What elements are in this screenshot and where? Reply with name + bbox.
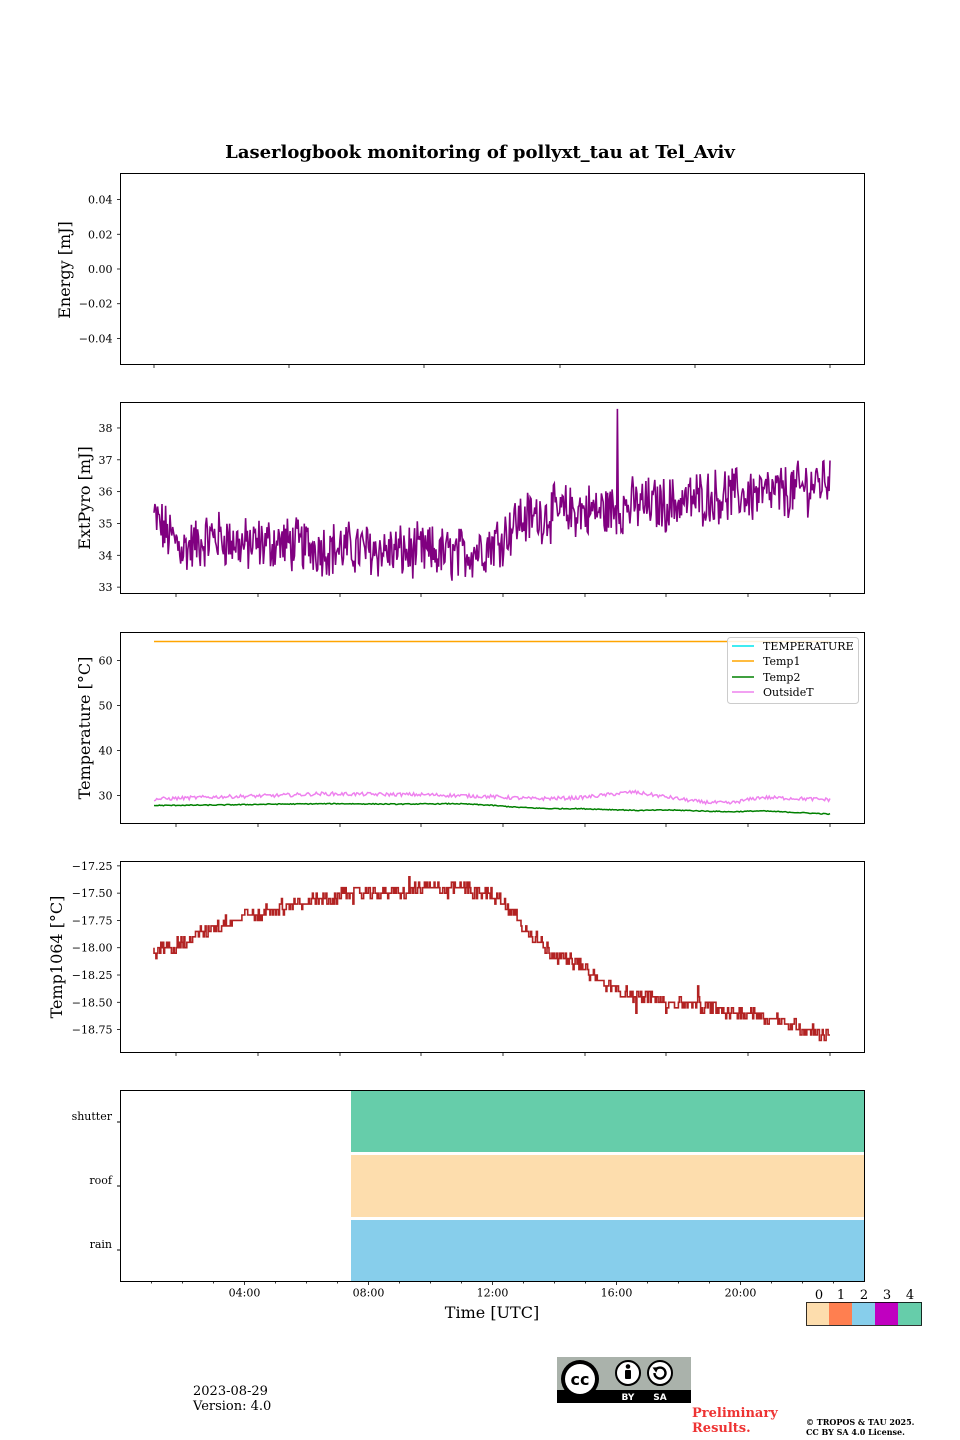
colorbar-swatch-1 xyxy=(829,1302,852,1325)
energy-x-ticks xyxy=(153,364,831,368)
badge-by-label: BY xyxy=(622,1393,635,1403)
figure-title: Laserlogbook monitoring of pollyxt_tau a… xyxy=(225,142,735,163)
footer-date: 2023-08-29 xyxy=(193,1384,268,1399)
footer-version: Version: 4.0 xyxy=(193,1399,272,1414)
legend-label-temperature: TEMPERATURE xyxy=(763,640,854,653)
cc-icon: cc xyxy=(561,1360,599,1398)
copyright-line-1: © TROPOS & TAU 2025. xyxy=(806,1417,915,1427)
status-row-label-rain: rain xyxy=(90,1238,112,1251)
y-tick-label: −18.00 xyxy=(72,942,113,955)
svg-text:cc: cc xyxy=(571,1370,590,1389)
y-tick-label: −17.75 xyxy=(72,914,113,927)
cc-by-sa-badge: cc BY SA xyxy=(557,1357,691,1403)
status-segment-roof xyxy=(351,1155,864,1217)
copyright-line-2: CC BY SA 4.0 License. xyxy=(806,1427,905,1437)
x-tick-label: 20:00 xyxy=(725,1287,757,1300)
y-tick-label: −17.50 xyxy=(72,887,113,900)
y-tick-label: −17.25 xyxy=(72,860,113,873)
y-tick-label: 34 xyxy=(99,549,113,562)
x-tick-label: 08:00 xyxy=(353,1287,385,1300)
temp1064-ylabel: Temp1064 [°C] xyxy=(47,896,66,1019)
y-tick-label: 30 xyxy=(99,790,113,803)
extpyro-plot-frame xyxy=(120,402,865,594)
extpyro-series-line xyxy=(153,408,831,581)
colorbar-frame xyxy=(806,1302,922,1326)
colorbar-tick-0: 0 xyxy=(815,1288,823,1303)
legend-box xyxy=(727,637,859,704)
y-tick-label: −0.04 xyxy=(79,332,113,345)
energy-plot-frame xyxy=(120,173,865,365)
y-tick-label: 36 xyxy=(99,486,113,499)
energy-panel: 0.04 0.02 0.00 −0.02 −0.04 Energy [mJ] xyxy=(55,173,865,368)
y-tick-label: 37 xyxy=(99,454,113,467)
y-tick-label: −0.02 xyxy=(79,298,113,311)
preliminary-notice: Preliminary Results. xyxy=(692,1406,778,1436)
preliminary-line-2: Results. xyxy=(692,1421,751,1436)
extpyro-x-ticks xyxy=(175,593,831,597)
footer-info: 2023-08-29 Version: 4.0 xyxy=(193,1384,271,1414)
y-tick-label: 0.04 xyxy=(88,194,113,207)
y-tick-label: 40 xyxy=(99,745,113,758)
preliminary-line-1: Preliminary xyxy=(692,1406,778,1421)
colorbar-swatch-3 xyxy=(875,1302,898,1325)
status-row-label-shutter: shutter xyxy=(72,1110,113,1123)
temperature-ylabel: Temperature [°C] xyxy=(75,657,94,800)
temperature-x-ticks xyxy=(175,823,831,827)
y-tick-label: 50 xyxy=(99,699,113,712)
status-row-label-roof: roof xyxy=(89,1174,113,1187)
colorbar-swatch-4 xyxy=(898,1302,922,1325)
colorbar-swatch-0 xyxy=(806,1302,829,1325)
colorbar-tick-4: 4 xyxy=(906,1288,914,1303)
extpyro-y-ticks: 33 34 35 36 37 38 xyxy=(99,422,121,594)
copyright-notice: © TROPOS & TAU 2025. CC BY SA 4.0 Licens… xyxy=(806,1417,914,1437)
outsideT-series-line xyxy=(153,789,831,806)
y-tick-label: 0.02 xyxy=(88,228,113,241)
temperature-panel: 60 50 40 30 TEMPERATURE Temp1 Temp2 Outside… xyxy=(75,632,865,827)
status-colorbar: 0 1 2 3 4 xyxy=(806,1288,922,1326)
legend-label-temp1: Temp1 xyxy=(763,655,800,668)
colorbar-tick-1: 1 xyxy=(837,1288,845,1303)
temperature-plot-frame xyxy=(120,632,865,824)
by-attribution-icon xyxy=(615,1360,641,1386)
x-tick-label: 16:00 xyxy=(601,1287,633,1300)
temp1064-panel: −17.25 −17.50 −17.75 −18.00 −18.25 −18.50 −18.… xyxy=(47,860,865,1056)
colorbar-tick-3: 3 xyxy=(883,1288,891,1303)
legend-label-outsideT: OutsideT xyxy=(763,686,814,699)
extpyro-ylabel: ExtPyro [mJ] xyxy=(75,446,94,549)
y-tick-label: 0.00 xyxy=(88,263,113,276)
x-tick-label: 12:00 xyxy=(477,1287,509,1300)
temp1064-x-ticks xyxy=(175,1052,831,1056)
y-tick-label: 38 xyxy=(99,422,113,435)
colorbar-swatch-2 xyxy=(852,1302,875,1325)
status-segment-shutter xyxy=(351,1091,864,1152)
x-tick-label: 04:00 xyxy=(229,1287,261,1300)
temperature-y-ticks: 60 50 40 30 xyxy=(99,654,121,803)
y-tick-label: 33 xyxy=(99,581,113,594)
legend-label-temp2: Temp2 xyxy=(763,671,800,684)
status-x-ticks: 04:00 08:00 12:00 16:00 20:00 xyxy=(151,1281,834,1300)
status-panel: shutter roof rain 04:00 08:00 12:00 16:00 20… xyxy=(72,1090,865,1322)
y-tick-label: 35 xyxy=(99,517,113,530)
temperature-legend: TEMPERATURE Temp1 Temp2 OutsideT xyxy=(727,637,859,704)
y-tick-label: −18.75 xyxy=(72,1024,113,1037)
y-tick-label: −18.50 xyxy=(72,996,113,1009)
extpyro-panel: 33 34 35 36 37 38 ExtPyro [mJ] xyxy=(75,402,865,597)
y-tick-label: 60 xyxy=(99,654,113,667)
temp2-series-line xyxy=(153,802,831,816)
badge-sa-label: SA xyxy=(653,1393,666,1403)
status-segment-rain xyxy=(351,1220,864,1281)
temp1064-series-line xyxy=(153,876,830,1042)
energy-y-ticks: 0.04 0.02 0.00 −0.02 −0.04 xyxy=(79,194,121,345)
y-tick-label: −18.25 xyxy=(72,969,113,982)
colorbar-tick-2: 2 xyxy=(860,1288,868,1303)
time-axis-label: Time [UTC] xyxy=(445,1303,539,1322)
temp1064-y-ticks: −17.25 −17.50 −17.75 −18.00 −18.25 −18.50 −18.… xyxy=(72,860,121,1037)
temp1064-plot-frame xyxy=(120,861,865,1053)
sa-share-alike-icon xyxy=(647,1360,673,1386)
energy-ylabel: Energy [mJ] xyxy=(55,221,74,319)
